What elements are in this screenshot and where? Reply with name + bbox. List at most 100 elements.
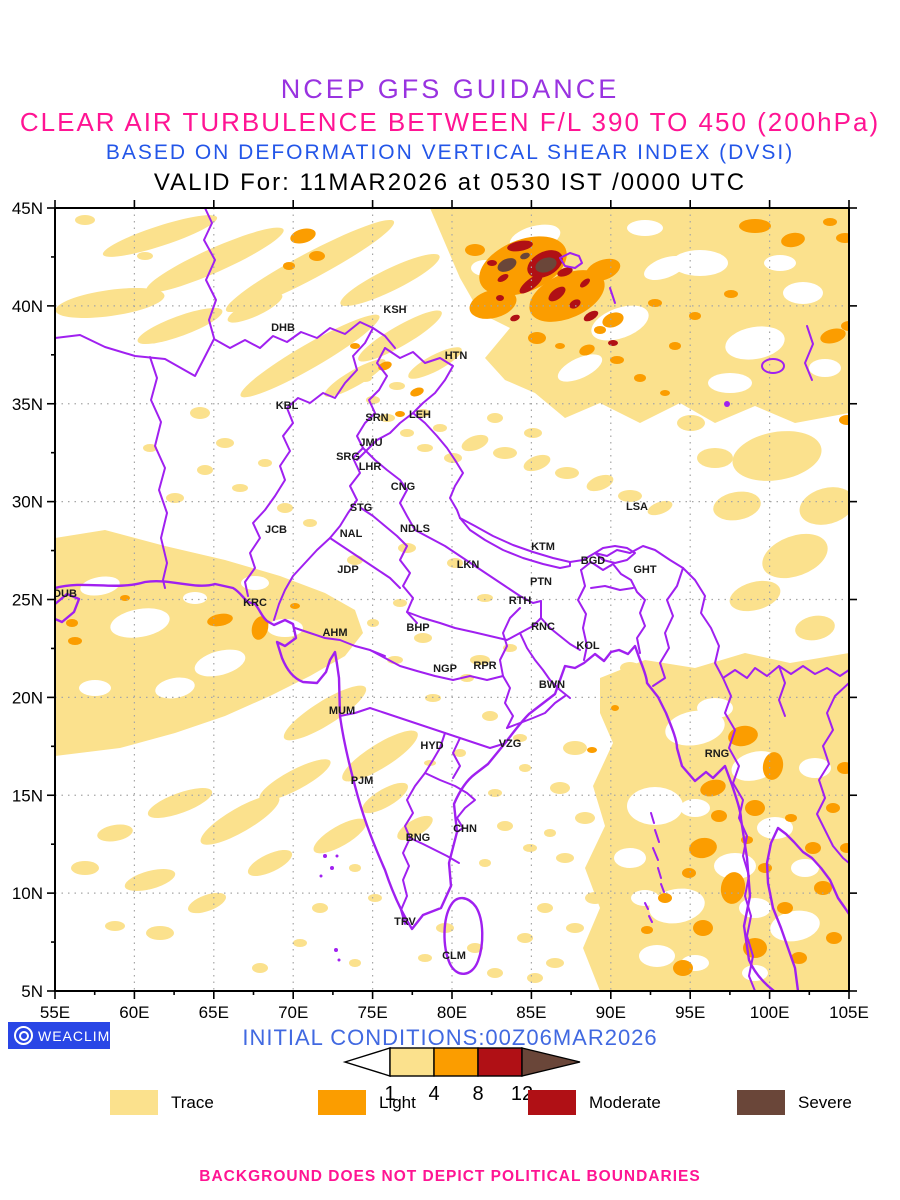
legend-label-severe: Severe [798,1092,852,1112]
lon-tick-label: 105E [829,1003,869,1022]
legend-label-trace: Trace [171,1092,214,1112]
station-label-hyd: HYD [420,740,443,752]
legend-item-light: Light [318,1090,416,1115]
station-label-dhb: DHB [271,322,295,334]
station-label-rpr: RPR [473,660,496,672]
map-figure: DHB KSH HTN KBL SRN LEH JMU SRG LHR CNG STG NDLS NAL… [0,195,900,1025]
colorbar-tick: 12 [511,1083,533,1104]
lon-tick-label: 95E [675,1003,705,1022]
lon-tick-label: 100E [750,1003,790,1022]
colorbar: 1 4 8 12 [342,1047,581,1104]
lon-tick-label: 60E [119,1003,149,1022]
station-label-ktm: KTM [531,541,555,553]
lat-tick-label: 15N [12,786,43,805]
station-label-clm: CLM [442,950,466,962]
station-label-ahm: AHM [322,627,347,639]
lon-tick-label: 85E [516,1003,546,1022]
lat-tick-label: 5N [21,982,43,1001]
colorbar-tick: 8 [472,1083,483,1104]
shading-severe [497,252,557,273]
station-label-pjm: PJM [351,775,374,787]
political-boundaries [55,208,849,991]
station-label-ptn: PTN [530,576,552,588]
axis-labels: 45N 40N 35N 30N 25N 20N 15N 10N 5N 55E 60E 65E 70E 75… [12,199,869,1022]
lon-tick-label: 75E [357,1003,387,1022]
station-label-jmu: JMU [359,437,382,449]
station-label-srn: SRN [365,412,388,424]
lat-tick-label: 45N [12,199,43,218]
title-model: NCEP GFS GUIDANCE [280,74,620,104]
station-label-cng: CNG [391,481,415,493]
lon-tick-label: 80E [437,1003,467,1022]
station-label-ght: GHT [633,564,657,576]
lat-tick-label: 40N [12,297,43,316]
station-label-jcb: JCB [265,524,287,536]
title-method: BASED ON DEFORMATION VERTICAL SHEAR INDE… [105,141,795,164]
title-product: CLEAR AIR TURBULENCE BETWEEN F/L 390 TO … [19,107,881,137]
lat-tick-label: 30N [12,493,43,512]
legend-swatch-moderate [528,1090,576,1115]
colorbar-tick: 1 [384,1083,395,1104]
legend-item-moderate: Moderate [528,1090,661,1115]
colorbar-below-arrow [342,1047,391,1077]
station-label-ngp: NGP [433,663,457,675]
legend-label-moderate: Moderate [589,1092,661,1112]
colorbar-cell-trace [389,1047,435,1077]
lon-tick-label: 70E [278,1003,308,1022]
station-label-lsa: LSA [626,501,648,513]
station-label-htn: HTN [445,350,468,362]
station-label-bgd: BGD [581,555,606,567]
station-label-kbl: KBL [276,400,299,412]
station-label-bhp: BHP [406,622,429,634]
station-label-trv: TRV [394,916,416,928]
station-label-nal: NAL [340,528,363,540]
weaclim-logo-icon [14,1026,33,1045]
legend-swatch-trace [110,1090,158,1115]
initial-conditions-text: INITIAL CONDITIONS:00Z06MAR2026 [242,1025,658,1050]
legend-label-light: Light [379,1092,416,1112]
station-label-leh: LEH [409,409,431,421]
lat-tick-label: 35N [12,395,43,414]
weaclim-watermark: WEACLIM [8,1022,110,1049]
colorbar-tick: 4 [428,1083,439,1104]
station-label-rng: RNG [705,748,729,760]
colorbar-cell-light [433,1047,479,1077]
station-label-ksh: KSH [383,304,406,316]
axis-ticks [47,200,857,999]
station-label-bwn: BWN [539,679,565,691]
station-label-kol: KOL [576,640,600,652]
shading-moderate [487,240,618,346]
station-label-vzg: VZG [499,738,522,750]
station-label-rth: RTH [509,595,532,607]
lon-tick-label: 65E [199,1003,229,1022]
colorbar-cell-moderate [477,1047,523,1077]
legend-swatch-severe [737,1090,785,1115]
station-label-dub: DUB [53,588,77,600]
disclaimer-text: BACKGROUND DOES NOT DEPICT POLITICAL BOU… [199,1168,701,1185]
station-label-srg: SRG [336,451,360,463]
lon-tick-label: 55E [40,1003,70,1022]
station-label-rnc: RNC [531,621,555,633]
station-label-chn: CHN [453,823,477,835]
station-label-mum: MUM [329,705,355,717]
lat-tick-label: 25N [12,591,43,610]
station-label-ndls: NDLS [400,523,430,535]
colorbar-above-arrow [521,1047,581,1077]
legend-item-trace: Trace [110,1090,214,1115]
station-label-lhr: LHR [359,461,382,473]
weaclim-label: WEACLIM [38,1027,111,1044]
station-label-krc: KRC [243,597,267,609]
station-label-lkn: LKN [457,559,480,571]
lat-tick-label: 20N [12,688,43,707]
lat-tick-label: 10N [12,884,43,903]
legend-swatch-light [318,1090,366,1115]
station-label-jdp: JDP [337,564,358,576]
legend-item-severe: Severe [737,1090,852,1115]
station-label-stg: STG [350,502,373,514]
colorbar-tick-labels: 1 4 8 12 [384,1083,533,1104]
lon-tick-label: 90E [596,1003,626,1022]
station-label-bng: BNG [406,832,430,844]
